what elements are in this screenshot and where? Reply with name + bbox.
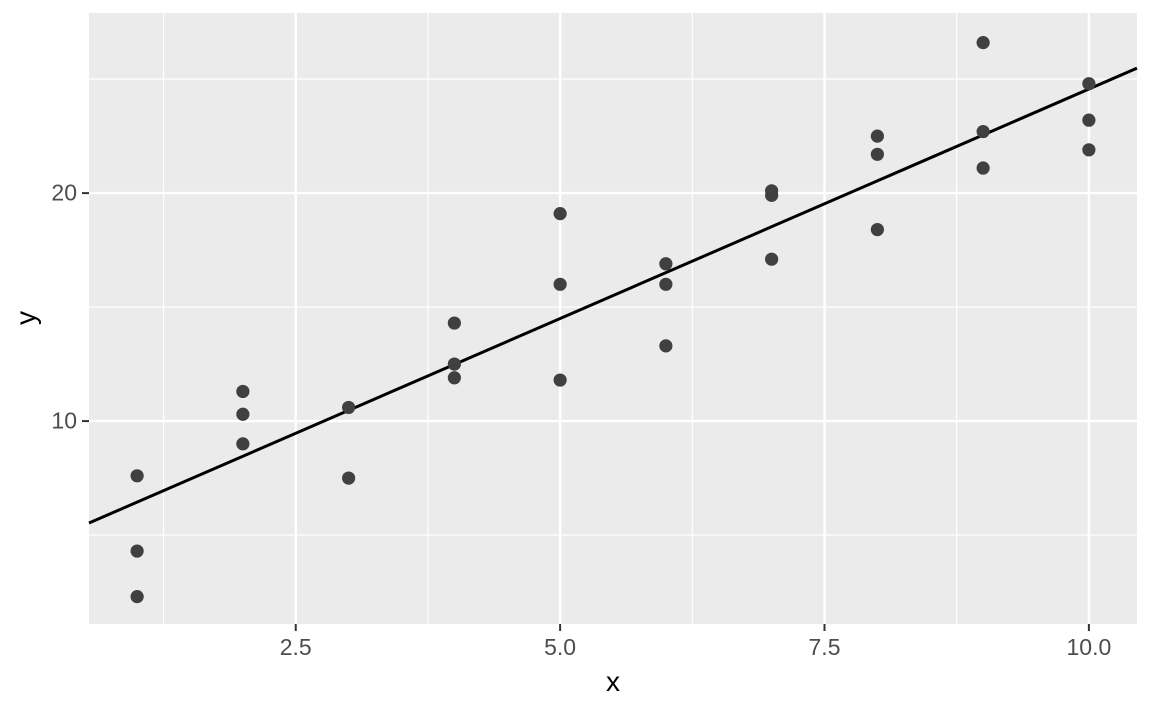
- data-point: [1082, 113, 1096, 127]
- data-point: [447, 371, 461, 385]
- data-point: [236, 437, 250, 451]
- data-point: [553, 277, 567, 291]
- data-point: [342, 400, 356, 415]
- data-point: [553, 373, 567, 387]
- data-point: [870, 147, 884, 161]
- data-point: [659, 257, 673, 271]
- y-tick-label: 10: [51, 407, 77, 434]
- data-point: [765, 188, 779, 202]
- y-tick-label: 20: [51, 179, 77, 206]
- data-point: [976, 161, 990, 175]
- trend-line: [88, 66, 1138, 525]
- y-axis-title: y: [10, 311, 41, 325]
- data-point: [447, 357, 461, 371]
- data-point: [130, 469, 144, 483]
- data-point: [659, 277, 673, 291]
- data-point: [130, 544, 144, 558]
- data-point: [1082, 77, 1096, 91]
- data-point: [342, 471, 356, 485]
- data-point: [130, 590, 144, 604]
- data-point: [236, 407, 250, 421]
- data-point: [976, 36, 990, 50]
- data-point: [765, 252, 779, 266]
- x-tick-label: 7.5: [808, 634, 841, 660]
- x-tick-label: 10.0: [1066, 634, 1112, 660]
- x-tick-label: 2.5: [279, 634, 312, 660]
- data-point: [236, 384, 250, 399]
- data-point: [659, 339, 673, 353]
- data-point: [1082, 143, 1096, 157]
- data-point: [870, 129, 884, 143]
- x-tick-label: 5.0: [544, 634, 577, 660]
- data-point: [976, 124, 990, 139]
- x-axis-title: x: [606, 666, 620, 697]
- data-point: [553, 207, 567, 221]
- data-point: [447, 316, 461, 330]
- data-point: [870, 222, 884, 237]
- plot-panel: [89, 13, 1137, 624]
